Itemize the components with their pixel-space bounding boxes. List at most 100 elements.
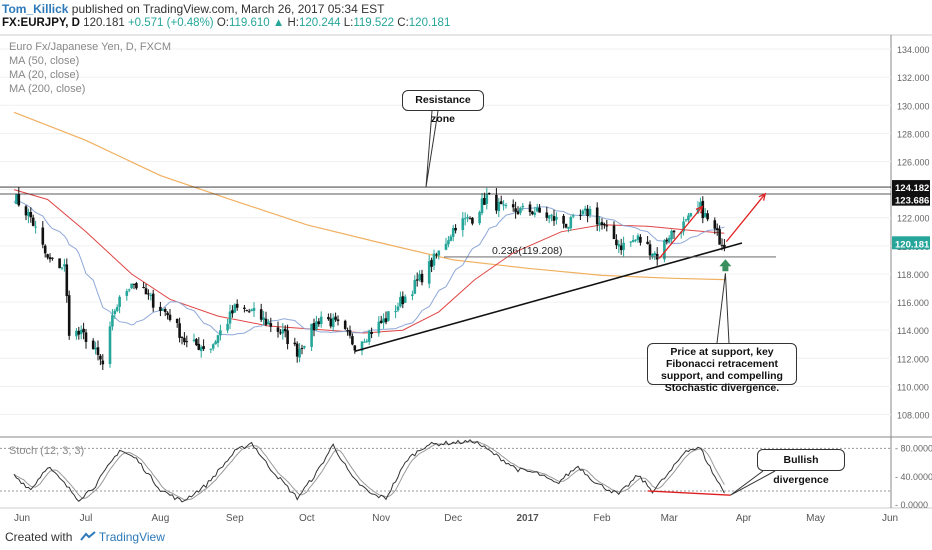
candle-body xyxy=(151,293,155,308)
candle-body xyxy=(310,323,313,347)
candle-body xyxy=(696,208,700,213)
stoch-tick-label: - 0.0000 xyxy=(895,500,928,510)
candle-body xyxy=(451,227,455,237)
symbol-label[interactable]: FX:EURJPY, D xyxy=(2,17,80,29)
candle-body xyxy=(183,337,186,343)
legend-ma200: MA (200, close) xyxy=(9,83,86,95)
candle-body xyxy=(185,341,189,343)
candle-body xyxy=(435,254,438,256)
candle-body xyxy=(319,316,323,325)
candle-body xyxy=(600,222,604,226)
candle-body xyxy=(58,258,61,269)
candle-body xyxy=(125,291,129,296)
candle-body xyxy=(665,239,669,242)
candle-body xyxy=(547,215,551,219)
red-arrow-1-shaft xyxy=(658,206,703,259)
candle-body xyxy=(511,204,515,208)
candle-body xyxy=(195,339,198,346)
candle-body xyxy=(343,320,347,329)
candle-body xyxy=(48,257,52,260)
candle-body xyxy=(701,200,705,219)
last-price-label-bg xyxy=(892,236,930,250)
legend-ma50: MA (50, close) xyxy=(9,55,80,67)
candle-body xyxy=(480,198,484,214)
ma20-series xyxy=(13,197,725,336)
candle-body xyxy=(300,348,304,350)
candle-body xyxy=(259,309,263,320)
callout-pointers xyxy=(425,110,776,496)
stoch-tick-label: - 40.0000 xyxy=(895,472,932,482)
candle-body xyxy=(29,212,33,218)
candle-body xyxy=(379,320,383,323)
price-tick-label: 134.000 xyxy=(897,45,930,55)
candle-body xyxy=(447,240,450,245)
candle-body xyxy=(394,311,397,313)
fib-label: 0.236(119.208) xyxy=(492,245,562,257)
candle-body xyxy=(396,306,400,311)
candle-body xyxy=(648,244,652,256)
candle-body xyxy=(43,245,47,254)
candle-body xyxy=(113,310,117,315)
candle-body xyxy=(245,310,249,312)
candle-body xyxy=(399,297,402,307)
red-arrow-1-head xyxy=(695,205,704,214)
candle-body xyxy=(192,339,196,342)
time-tick-label: Dec xyxy=(444,513,462,524)
stoch-series xyxy=(13,439,731,503)
candle-body xyxy=(269,323,273,327)
candle-body xyxy=(329,318,333,327)
candle-body xyxy=(132,283,136,285)
last-price: 120.181 xyxy=(83,17,125,29)
candle-body xyxy=(46,254,49,258)
candle-body xyxy=(531,211,534,215)
candle-body xyxy=(202,346,205,349)
candle-body xyxy=(209,348,213,350)
candle-body xyxy=(427,261,431,284)
candle-body xyxy=(197,343,201,350)
candle-body xyxy=(331,317,335,328)
candle-body xyxy=(199,347,203,352)
candle-body xyxy=(454,227,457,231)
stoch-k-line xyxy=(13,439,725,503)
candle-body xyxy=(346,329,349,332)
candle-body xyxy=(653,253,657,256)
candle-body xyxy=(528,204,532,212)
candle-body xyxy=(723,244,726,249)
candle-body xyxy=(504,204,508,206)
red-arrow-2-head xyxy=(758,192,767,201)
time-axis: Jun Jul Aug Sep Oct Nov Dec 2017 Feb Mar Apr May Jun xyxy=(14,513,898,524)
candle-body xyxy=(519,207,522,213)
candle-body xyxy=(283,328,287,332)
ma50-line xyxy=(13,189,725,334)
candle-body xyxy=(430,259,433,267)
price-labels: 124.182 123.686 120.181 xyxy=(892,180,930,250)
candle-body xyxy=(718,229,721,245)
time-tick-label: Sep xyxy=(226,513,244,524)
author-link[interactable]: Tom_Killick xyxy=(2,2,69,16)
candle-body xyxy=(418,274,421,281)
candle-body xyxy=(130,283,133,289)
candle-body xyxy=(351,336,354,345)
ohlc-close-label: C: xyxy=(397,17,409,29)
stoch-d-line xyxy=(13,441,725,501)
candle-body xyxy=(615,239,618,246)
last-price-label: 120.181 xyxy=(895,239,930,250)
candle-body xyxy=(243,307,246,309)
candle-body xyxy=(403,296,407,303)
tradingview-link[interactable]: TradingView xyxy=(98,530,165,544)
candle-body xyxy=(298,348,301,358)
resistance-lower-price-label: 123.686 xyxy=(895,196,929,207)
candle-body xyxy=(564,223,568,228)
ohlc-close: 120.181 xyxy=(408,17,451,29)
candle-body xyxy=(550,214,553,216)
price-tick-label: 110.000 xyxy=(897,382,929,392)
stoch-axis: - 80.0000 - 40.0000 - 0.0000 xyxy=(895,443,932,510)
candle-body xyxy=(293,342,297,345)
time-tick-label: 2017 xyxy=(516,513,539,524)
candle-body xyxy=(34,226,37,228)
candle-body xyxy=(161,309,165,311)
candle-body xyxy=(267,322,270,325)
ma20-line xyxy=(13,197,725,336)
time-tick-label: Nov xyxy=(372,513,390,524)
